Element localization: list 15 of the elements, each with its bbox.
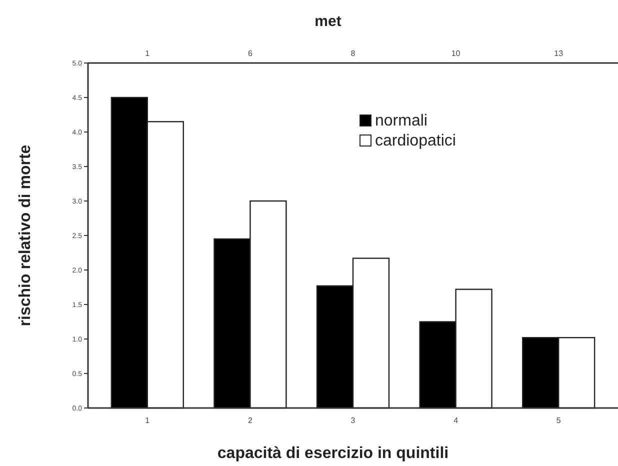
x-axis-title: capacità di esercizio in quintili	[217, 445, 449, 462]
x-tick-label: 3	[350, 416, 356, 425]
legend-label: cardiopatici	[375, 132, 456, 150]
x-tick-label: 4	[454, 416, 459, 425]
x-tick-label: 2	[248, 416, 253, 425]
x2-axis-title: met	[314, 13, 342, 30]
text: 6	[248, 49, 253, 58]
y-axis-title: rischio relativo di morte	[17, 144, 34, 326]
x-tick-label: 1	[145, 416, 150, 425]
text: 10	[451, 49, 461, 58]
text: 8	[350, 49, 356, 58]
text: 1	[145, 49, 150, 58]
x-tick-label: 5	[556, 416, 562, 425]
text: 13	[554, 49, 564, 58]
legend-label: normali	[375, 112, 428, 130]
